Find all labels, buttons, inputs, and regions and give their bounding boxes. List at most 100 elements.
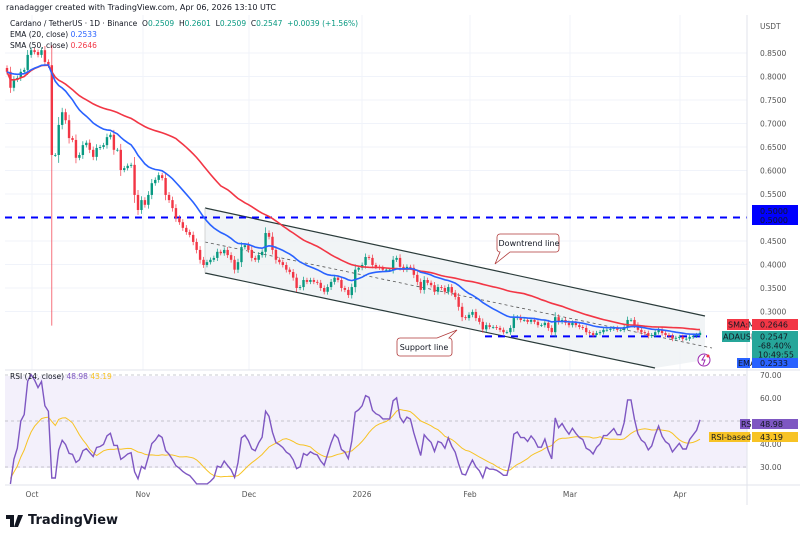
candle	[191, 231, 195, 246]
sma-badge: SMA:MA 0.2646	[727, 319, 798, 330]
time-tick-label: 2026	[352, 490, 371, 499]
price-tick-label: 0.6000	[760, 167, 786, 176]
candle	[460, 302, 464, 322]
candle	[474, 308, 478, 322]
candle	[98, 144, 102, 151]
candle	[181, 219, 185, 231]
candle	[160, 172, 164, 181]
candle	[119, 143, 122, 176]
channel-fill	[205, 208, 705, 368]
level-badge-bottom: 0.5000	[760, 216, 788, 225]
candle	[640, 327, 643, 335]
candle	[236, 258, 240, 274]
candle	[116, 147, 119, 152]
candle	[267, 230, 271, 240]
price-tick-label: 0.8000	[760, 73, 786, 82]
candle	[543, 320, 547, 328]
candle	[202, 256, 205, 268]
candle	[264, 227, 267, 258]
rsi-legend[interactable]: RSI (14, close) 48.98 43.19	[10, 372, 112, 381]
candle	[178, 215, 181, 225]
candle	[464, 315, 467, 321]
symbol-legend[interactable]: Cardano / TetherUS · 1D · Binance O0.250…	[10, 19, 358, 28]
support-callout-text: Support line	[400, 343, 449, 352]
open-value: 0.2509	[147, 19, 175, 28]
candle	[333, 274, 336, 285]
candle	[81, 141, 85, 159]
sma-legend[interactable]: SMA (50, close) 0.2646	[10, 41, 97, 50]
candle	[43, 45, 47, 67]
lightning-icon[interactable]	[697, 353, 711, 367]
candle	[140, 196, 143, 214]
candle	[322, 285, 326, 295]
candle	[285, 262, 288, 273]
ema-badge: EMA 0.2533	[737, 358, 798, 368]
rsi-ma-legend-value: 43.19	[90, 372, 112, 381]
candle	[78, 152, 81, 161]
candle	[536, 319, 540, 328]
candle	[678, 334, 681, 340]
candle	[209, 257, 212, 265]
candle	[298, 284, 302, 291]
candle	[664, 330, 667, 338]
candle	[233, 255, 236, 274]
candle	[95, 144, 98, 161]
candle	[85, 140, 88, 148]
candle	[350, 283, 353, 299]
close-value: 0.2547	[256, 19, 283, 28]
candle	[164, 172, 167, 201]
rsi-axis[interactable]: 70.00 60.00 40.00 30.00	[760, 371, 782, 472]
candle	[605, 327, 609, 332]
candle	[585, 325, 588, 335]
candle	[653, 329, 657, 338]
candle	[598, 330, 602, 336]
candle	[550, 325, 553, 335]
candle	[250, 246, 253, 262]
candle	[426, 277, 429, 286]
time-axis[interactable]: Oct Nov Dec 2026 Feb Mar Apr	[26, 490, 688, 499]
ema-badge-label: EMA	[738, 359, 756, 368]
candle	[485, 322, 488, 333]
candle	[688, 334, 691, 342]
candle	[112, 129, 116, 155]
candle	[57, 117, 60, 163]
candle	[602, 327, 605, 335]
candle	[367, 254, 371, 260]
rsi-ma-badge-label: RSI-based MA	[711, 433, 766, 442]
candle	[271, 232, 274, 255]
support-callout[interactable]: Support line	[396, 329, 458, 357]
candle	[471, 309, 474, 318]
candle	[429, 280, 433, 288]
candle	[40, 47, 43, 58]
price-tick-label: 0.3500	[760, 284, 786, 293]
ema-legend-label: EMA (20, close)	[10, 30, 69, 39]
price-tick-label: 0.7000	[760, 120, 786, 129]
low-label: L	[215, 19, 220, 28]
candle	[422, 276, 426, 294]
tradingview-logo[interactable]: TradingView	[6, 513, 118, 528]
ema-badge-value: 0.2533	[760, 359, 788, 368]
candle	[278, 257, 281, 265]
candle	[157, 172, 160, 183]
candle	[223, 247, 226, 256]
rsi-legend-label: RSI (14, close)	[10, 372, 65, 381]
downtrend-callout[interactable]: Downtrend line	[494, 233, 560, 265]
candle	[295, 273, 298, 292]
attribution: ranadagger created with TradingView.com,…	[6, 3, 276, 12]
candle	[495, 324, 498, 331]
price-tick-label: 0.5500	[760, 190, 786, 199]
support-line[interactable]	[204, 272, 656, 369]
ema-legend[interactable]: EMA (20, close) 0.2533	[10, 30, 97, 39]
sma-legend-label: SMA (50, close)	[10, 41, 69, 50]
candle	[109, 132, 112, 140]
price-axis[interactable]: 0.8500 0.8000 0.7500 0.7000 0.6500 0.6000 0.55…	[760, 49, 786, 317]
candle	[340, 276, 343, 292]
downtrend-line[interactable]	[204, 207, 706, 317]
candle	[454, 289, 457, 300]
price-tick-label: 0.3000	[760, 308, 786, 317]
candle	[412, 264, 416, 279]
candle	[626, 316, 629, 331]
candle	[553, 312, 557, 338]
candle	[54, 153, 57, 157]
